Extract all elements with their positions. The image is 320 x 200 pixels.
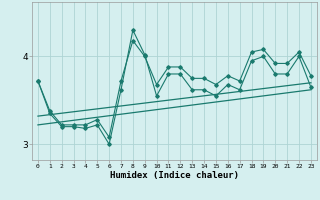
- X-axis label: Humidex (Indice chaleur): Humidex (Indice chaleur): [110, 171, 239, 180]
